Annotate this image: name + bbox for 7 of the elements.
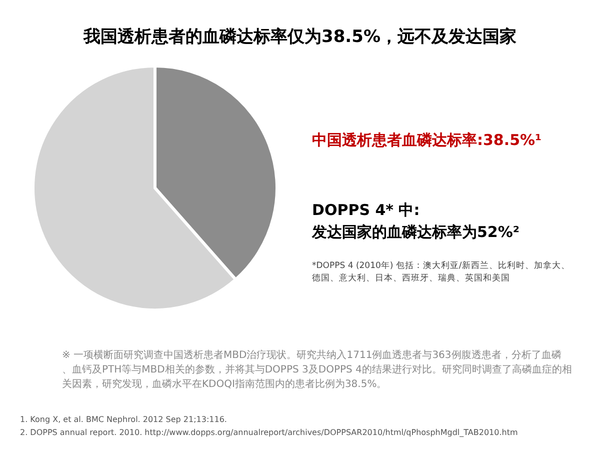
chart-title: 我国透析患者的血磷达标率仅为38.5%，远不及发达国家	[82, 27, 516, 47]
text: 中国透析患者血磷达标率:38.5%¹	[312, 131, 542, 149]
text: DOPPS 4* 中: 发达国家的血磷达标率为52%²	[311, 201, 520, 241]
text: 1. Kong X, et al. BMC Nephrol. 2012 Sep 21;13:116.	[20, 415, 227, 424]
text: ※ 一项横断面研究调查中国透析患者MBD治疗现状。研究共纳入1711例血透患者与363例腹透患者，分析了血磷、血钙及PTH等与MBD相关的参数，并将其与DOPPS 3及DOPPS 4的结果进行对比。研究同时调查了高磷血症的相关因素，研究发现，血磷水平在KDOQI指南范围内的患者比例为38.5%。	[62, 349, 572, 390]
text: *DOPPS 4 (2010年) 包括：澳大利亚/新西兰、比利时、加拿大、德国、意大利、日本、西班牙、瑞典、英国和美国	[312, 260, 570, 284]
text: 2. DOPPS annual report. 2010. http://www.dopps.org/annualreport/archives/DOPPSAR2010/html/qPhosphMgdl_TAB2010.htm	[20, 428, 518, 437]
